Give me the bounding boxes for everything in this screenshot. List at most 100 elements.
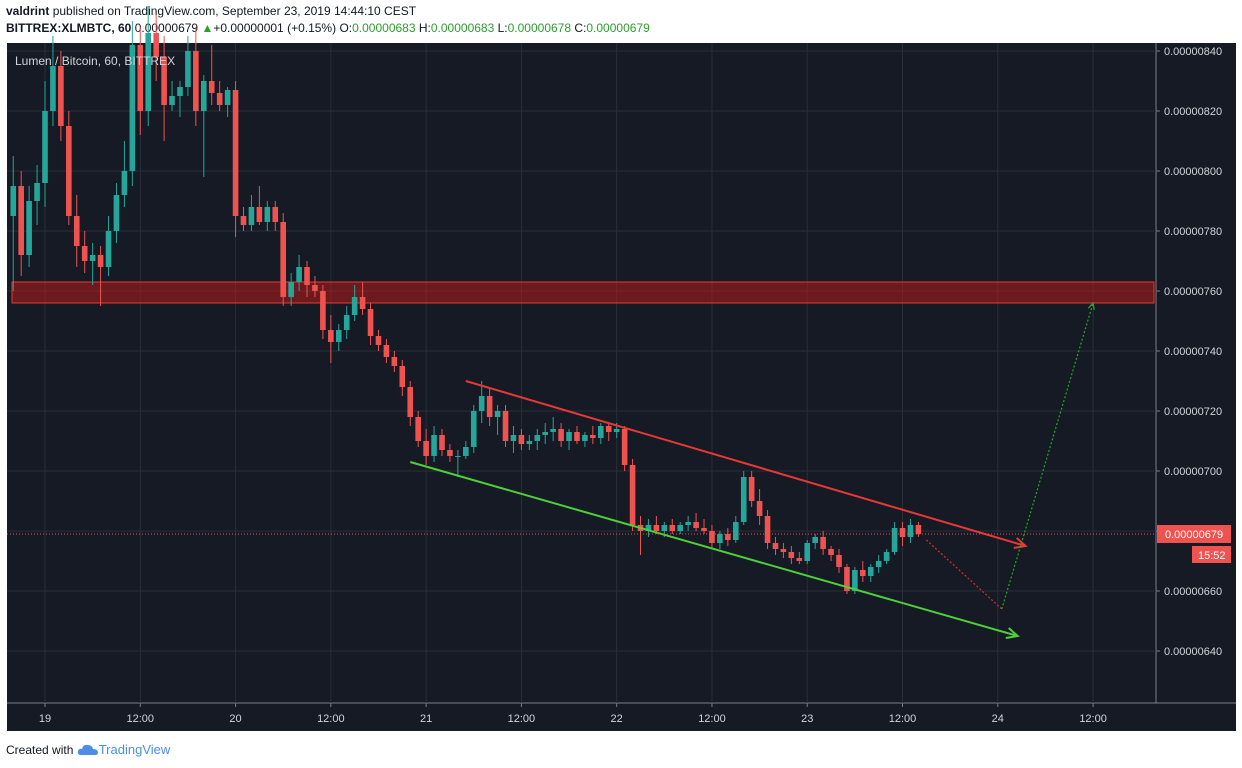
- tradingview-cloud-icon: [77, 744, 98, 755]
- candle: [780, 543, 787, 558]
- candle-body: [502, 411, 509, 441]
- candle-body: [105, 231, 112, 267]
- price-axis[interactable]: [1156, 43, 1236, 703]
- projection-path-1: [925, 539, 1003, 610]
- candle: [185, 36, 191, 96]
- candle-body: [177, 87, 183, 96]
- candle-body: [558, 429, 564, 441]
- candle-body: [629, 465, 636, 525]
- candle-body: [153, 33, 159, 57]
- low-label: L:: [497, 21, 508, 35]
- candle-body: [693, 522, 699, 528]
- y-tick-label: 0.00000780: [1164, 226, 1222, 238]
- candle: [598, 423, 604, 444]
- countdown-text: 15:52: [1198, 550, 1226, 562]
- candle: [486, 387, 493, 426]
- candle-body: [867, 567, 874, 576]
- candle: [161, 36, 167, 141]
- x-tick-label: 12:00: [1079, 713, 1107, 725]
- candle: [375, 330, 382, 351]
- candle-body: [470, 411, 477, 447]
- candle: [201, 75, 207, 177]
- x-tick-label: 22: [611, 713, 623, 725]
- candle: [359, 282, 366, 315]
- candle-body: [248, 207, 255, 225]
- candle-body: [50, 66, 56, 111]
- candle-body: [58, 66, 64, 126]
- chart-legend: Lumen / Bitcoin, 60, BITTREX: [15, 54, 175, 68]
- candle: [312, 276, 318, 297]
- candle-body: [494, 411, 501, 417]
- candle: [621, 426, 628, 471]
- candle: [439, 429, 445, 456]
- candle-body: [113, 195, 120, 231]
- candle-body: [860, 570, 866, 576]
- candle: [740, 471, 747, 525]
- candle-body: [121, 171, 128, 195]
- candle: [677, 522, 683, 534]
- projection-path-2-line: [1001, 302, 1094, 610]
- candle-body: [875, 561, 882, 567]
- candle: [756, 489, 763, 525]
- candle: [860, 561, 866, 582]
- candle: [423, 429, 429, 465]
- candle-body: [335, 330, 342, 342]
- footer: Created with TradingView: [6, 742, 170, 757]
- candle-body: [18, 186, 24, 255]
- x-tick-label: 12:00: [127, 713, 155, 725]
- candle: [153, 15, 159, 81]
- x-tick-label: 21: [420, 713, 432, 725]
- candle-body: [566, 432, 572, 441]
- candle-body: [351, 297, 358, 315]
- candle-body: [34, 183, 40, 201]
- candle-body: [669, 525, 676, 531]
- candle: [10, 156, 17, 291]
- candle-body: [542, 432, 549, 435]
- candle: [407, 381, 414, 426]
- x-tick-label: 24: [992, 713, 1004, 725]
- candle-body: [89, 255, 96, 261]
- chart-pane[interactable]: [7, 43, 1156, 703]
- candle-body: [463, 447, 469, 456]
- candle-body: [764, 516, 771, 543]
- candle: [526, 435, 533, 450]
- candle-body: [407, 387, 414, 417]
- candle: [383, 339, 390, 363]
- ohlc-bar: BITTREX:XLMBTC, 60 0.00000679 ▲+0.000000…: [6, 21, 650, 35]
- candles: [10, 6, 922, 594]
- candle: [812, 534, 818, 549]
- candle-body: [534, 435, 541, 441]
- candle-body: [486, 396, 493, 417]
- channel-upper-line: [465, 380, 1028, 549]
- candle: [891, 522, 898, 555]
- candle-body: [701, 528, 707, 531]
- y-tick-label: 0.00000720: [1164, 406, 1222, 418]
- candle: [717, 531, 723, 549]
- candle: [256, 186, 263, 225]
- candle: [177, 81, 183, 117]
- publish-info: valdrint published on TradingView.com, S…: [6, 4, 416, 18]
- candle: [89, 243, 96, 285]
- projection-path-2: [1001, 301, 1095, 610]
- channel-upper-line-arrowhead: [1013, 537, 1028, 549]
- x-tick-labels: 19 12:00 20 12:00 21 12:00 22 12:00 23 12:00 24 12:…: [39, 703, 1107, 725]
- candle-body: [328, 330, 334, 342]
- candle: [391, 351, 398, 372]
- y-tick-label: 0.00000800: [1164, 166, 1222, 178]
- candle: [574, 426, 580, 444]
- close-value: 0.00000679: [586, 21, 650, 35]
- author-name[interactable]: valdrint: [6, 4, 50, 18]
- candle-body: [613, 429, 620, 432]
- candle-body: [42, 111, 48, 183]
- time-axis[interactable]: [7, 703, 1236, 731]
- candle-body: [605, 426, 612, 432]
- candle: [502, 405, 509, 447]
- candle: [34, 165, 40, 225]
- y-tick-label: 0.00000640: [1164, 646, 1222, 658]
- y-tick-label: 0.00000820: [1164, 106, 1222, 118]
- candle-body: [272, 207, 279, 222]
- candle-body: [820, 537, 826, 549]
- candle: [732, 516, 739, 543]
- tradingview-brand[interactable]: TradingView: [98, 742, 171, 757]
